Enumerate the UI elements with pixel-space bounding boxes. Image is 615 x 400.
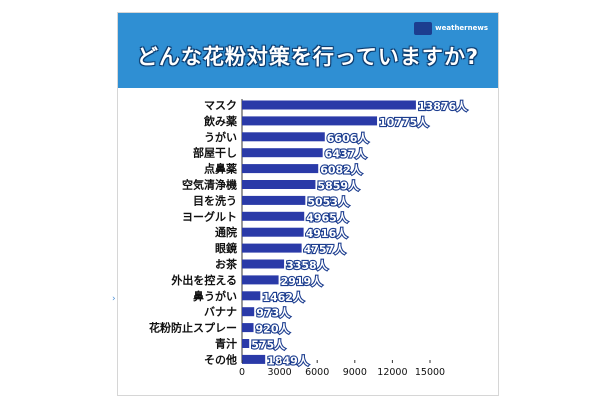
- chart-header: weathernews どんな花粉対策を行っていますか?: [118, 13, 498, 88]
- bar: [242, 259, 285, 269]
- value-label: 973人: [256, 306, 291, 320]
- bar: [242, 195, 306, 205]
- value-label: 4965人: [306, 210, 349, 224]
- value-label: 4916人: [306, 226, 349, 240]
- bar: [242, 148, 323, 158]
- category-label: 眼鏡: [215, 241, 237, 255]
- category-label: 花粉防止スプレー: [149, 321, 237, 335]
- category-label: マスク: [204, 99, 237, 112]
- category-label: 飲み薬: [203, 114, 238, 128]
- logo-text: weathernews: [435, 24, 488, 32]
- bar: [242, 164, 319, 174]
- category-label: お茶: [215, 257, 238, 271]
- chart-title: どんな花粉対策を行っていますか?: [136, 45, 480, 69]
- bar: [242, 275, 279, 285]
- bar: [242, 227, 304, 237]
- bar: [242, 243, 302, 253]
- category-label: 点鼻薬: [204, 162, 238, 176]
- category-label: 通院: [215, 225, 237, 239]
- value-label: 6437人: [325, 147, 368, 161]
- bar: [242, 132, 325, 142]
- x-tick-label: 6000: [305, 367, 329, 378]
- weathernews-logo: weathernews: [414, 21, 488, 35]
- bar: [242, 354, 266, 364]
- x-tick-label: 3000: [268, 367, 292, 378]
- category-label: バナナ: [204, 306, 237, 319]
- x-tick-label: 12000: [377, 367, 407, 378]
- side-arrow-icon: ›: [112, 294, 116, 304]
- value-label: 4757人: [304, 242, 347, 256]
- category-label: 外出を控える: [170, 273, 237, 287]
- logo-icon: [414, 21, 433, 35]
- bar: [242, 100, 416, 110]
- category-label: 目を洗う: [193, 193, 237, 207]
- value-label: 6082人: [320, 163, 363, 177]
- value-label: 6606人: [327, 131, 370, 145]
- x-tick-label: 0: [239, 367, 245, 378]
- bar: [242, 211, 305, 221]
- value-label: 3358人: [286, 258, 329, 272]
- bar: [242, 291, 261, 301]
- category-label: ヨーグルト: [182, 209, 237, 223]
- value-label: 1462人: [262, 290, 305, 304]
- category-label: 青汁: [215, 337, 237, 351]
- category-label: 鼻うがい: [193, 289, 237, 303]
- value-label: 1849人: [267, 353, 310, 367]
- chart-card: weathernews どんな花粉対策を行っていますか?: [117, 12, 499, 396]
- bar: [242, 323, 254, 333]
- value-label: 2919人: [281, 274, 324, 288]
- category-label: うがい: [204, 130, 237, 144]
- category-label: 空気清浄機: [182, 178, 237, 192]
- value-label: 5053人: [307, 194, 350, 208]
- bar: [242, 307, 255, 317]
- value-label: 13876人: [418, 99, 468, 113]
- x-tick-label: 15000: [415, 367, 445, 378]
- category-label: その他: [204, 352, 237, 366]
- bar: [242, 339, 250, 348]
- value-label: 10775人: [379, 115, 429, 129]
- bar: [242, 180, 316, 189]
- category-label: 部屋干し: [193, 146, 237, 160]
- x-tick-label: 9000: [343, 367, 367, 378]
- bar: [242, 116, 378, 126]
- value-label: 575人: [251, 338, 286, 352]
- value-label: 920人: [256, 322, 291, 336]
- value-label: 5859人: [317, 179, 360, 193]
